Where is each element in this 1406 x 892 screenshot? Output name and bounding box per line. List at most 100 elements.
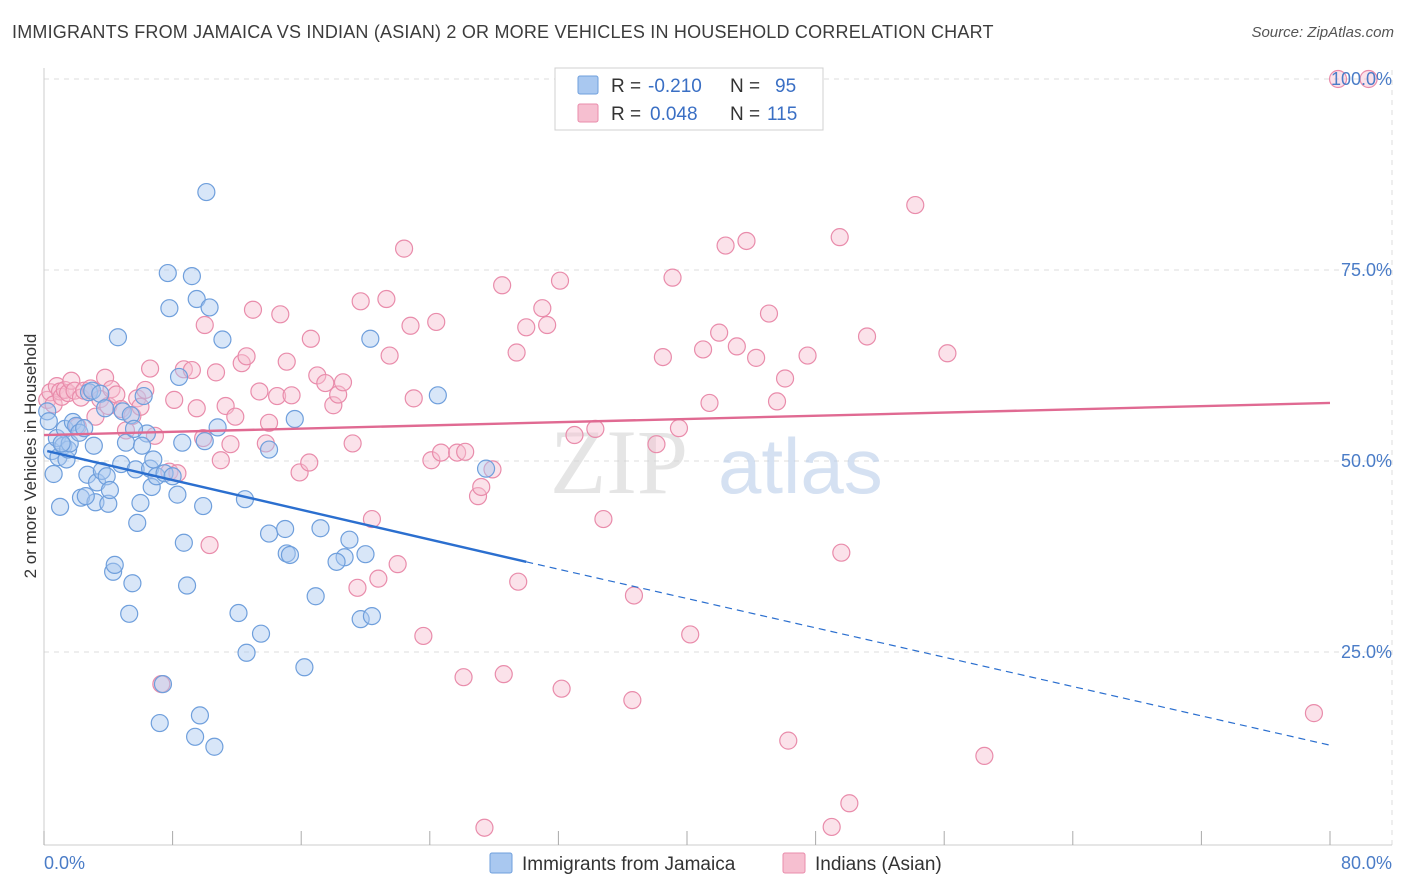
point-indians-asian [681,625,700,644]
point-indians-asian [324,396,343,415]
point-indians-asian [494,665,513,684]
y-axis-label: 2 or more Vehicles in Household [21,334,40,579]
point-immigrants-jamaica [168,485,187,504]
point-indians-asian [533,299,552,318]
point-indians-asian [550,271,570,290]
point-indians-asian [938,344,957,363]
point-immigrants-jamaica [44,464,63,484]
point-indians-asian [538,315,557,335]
point-indians-asian [102,380,121,399]
point-indians-asian [693,340,713,359]
point-indians-asian [747,348,766,367]
point-indians-asian [237,347,256,366]
point-indians-asian [647,435,666,454]
point-immigrants-jamaica [39,412,58,431]
legend-r-label-pink: R = [611,104,641,125]
point-indians-asian [187,399,206,418]
point-immigrants-jamaica [356,545,375,564]
point-immigrants-jamaica [84,436,103,455]
point-indians-asian [380,346,399,365]
point-indians-asian [267,386,287,406]
point-immigrants-jamaica [104,562,123,581]
point-immigrants-jamaica [251,624,271,643]
point-indians-asian [565,425,584,445]
point-indians-asian [377,289,396,309]
tick-labels: 0.0% 80.0% 25.0% 50.0% 75.0% 100.0% [44,69,1392,873]
point-immigrants-jamaica [160,299,179,318]
point-indians-asian [759,304,779,323]
point-indians-asian [259,413,279,432]
point-indians-asian [594,509,613,529]
point-indians-asian [454,668,473,687]
point-indians-asian [663,268,682,287]
point-immigrants-jamaica [306,587,325,606]
trend-line-jamaica [46,449,527,564]
point-immigrants-jamaica [123,574,142,593]
legend-swatch-blue [577,75,599,95]
watermark-zip: ZIP [550,411,688,513]
point-indians-asian [369,569,388,588]
point-immigrants-jamaica [340,530,359,549]
point-immigrants-jamaica [76,487,95,506]
point-indians-asian [822,817,841,837]
point-immigrants-jamaica [132,436,152,455]
point-immigrants-jamaica [153,674,173,694]
point-indians-asian [414,626,433,646]
point-indians-asian [277,352,296,371]
point-immigrants-jamaica [174,533,193,552]
point-indians-asian [388,555,407,574]
point-immigrants-jamaica [186,727,205,746]
point-indians-asian [493,276,512,295]
point-indians-asian [767,392,787,411]
point-indians-asian [427,312,446,332]
point-immigrants-jamaica [177,576,197,595]
point-immigrants-jamaica [105,555,124,575]
legend-n-value-pink: 115 [767,104,797,125]
point-indians-asian [316,373,335,393]
legend-bottom: Immigrants from Jamaica Indians (Asian) [489,852,942,875]
point-indians-asian [669,419,689,438]
point-immigrants-jamaica [75,419,94,438]
y-tick-label: 100.0% [1331,69,1392,89]
legend-r-label-blue: R = [611,76,641,97]
point-immigrants-jamaica [361,329,380,348]
series-immigrants-jamaica [38,182,496,756]
point-indians-asian [840,794,859,813]
point-indians-asian [243,300,263,319]
point-immigrants-jamaica [121,406,140,425]
point-immigrants-jamaica [108,328,128,347]
point-immigrants-jamaica [187,289,206,309]
legend-swatch-pink [577,103,599,123]
point-indians-asian [250,382,269,401]
legend-bottom-swatch-pink [782,852,806,874]
point-indians-asian [472,477,491,497]
point-indians-asian [1328,69,1348,89]
y-tick-label: 50.0% [1341,451,1392,471]
point-indians-asian [301,329,320,348]
point-immigrants-jamaica [169,367,189,387]
point-indians-asian [586,419,605,439]
point-immigrants-jamaica [237,643,256,662]
point-immigrants-jamaica [142,477,161,497]
legend-n-value-blue: 95 [775,76,796,97]
point-indians-asian [737,231,756,251]
legend-bottom-label-jamaica: Immigrants from Jamaica [522,854,736,875]
point-immigrants-jamaica [311,519,330,538]
legend-top: R = -0.210 N = 95 R = 0.048 N = 115 [554,67,824,131]
watermark-atlas: atlas [718,422,883,510]
point-immigrants-jamaica [124,419,144,439]
point-indians-asian [195,315,214,335]
point-indians-asian [509,572,528,591]
legend-n-label-pink: N = [730,104,760,125]
point-immigrants-jamaica [213,330,232,349]
legend-n-label-blue: N = [730,76,760,97]
chart-title: IMMIGRANTS FROM JAMAICA VS INDIAN (ASIAN… [12,22,994,42]
point-indians-asian [552,679,571,698]
point-indians-asian [710,323,729,342]
point-indians-asian [1359,69,1378,89]
point-indians-asian [906,195,925,215]
point-immigrants-jamaica [280,545,300,565]
axes [43,68,1392,846]
point-immigrants-jamaica [182,267,201,286]
point-immigrants-jamaica [428,386,447,405]
